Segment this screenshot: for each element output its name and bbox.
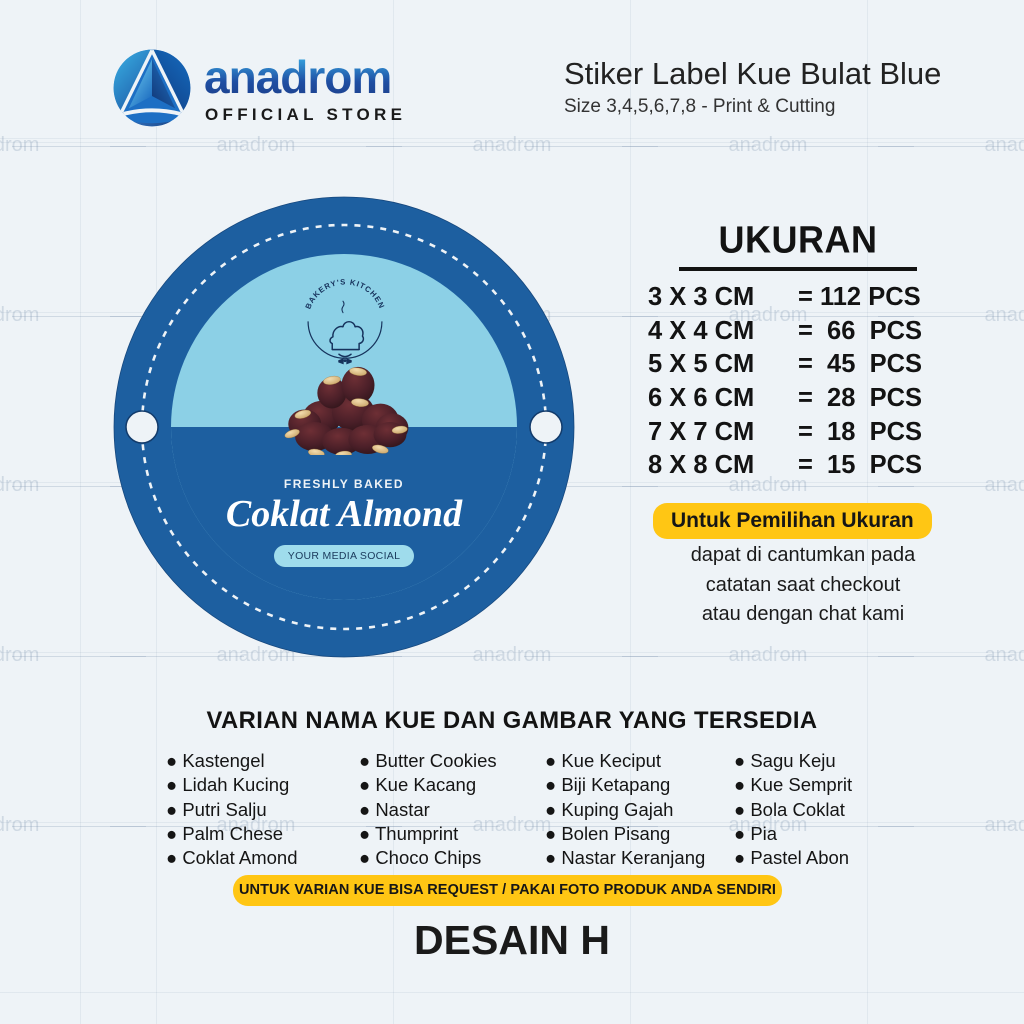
- svg-text:BAKERY'S KITCHEN: BAKERY'S KITCHEN: [303, 277, 386, 310]
